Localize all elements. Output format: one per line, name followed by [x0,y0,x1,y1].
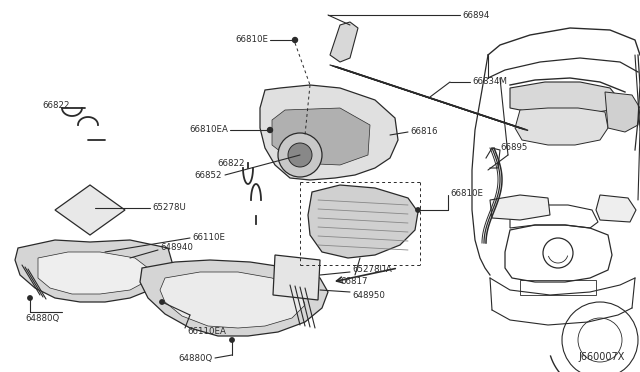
Text: 64880Q: 64880Q [179,353,213,362]
Polygon shape [330,22,358,62]
Text: 66852: 66852 [195,170,222,180]
Text: 64880Q: 64880Q [26,314,60,323]
Polygon shape [55,185,125,235]
Circle shape [416,208,420,212]
Circle shape [28,296,32,300]
Circle shape [292,38,298,42]
Text: 648940: 648940 [160,244,193,253]
Text: 66895: 66895 [500,144,527,153]
Circle shape [288,143,312,167]
Polygon shape [308,185,418,258]
Polygon shape [515,108,608,145]
Text: J660007X: J660007X [579,352,625,362]
Polygon shape [160,272,305,328]
Polygon shape [140,260,328,336]
Polygon shape [596,195,636,222]
Polygon shape [260,85,398,180]
Text: 66810E: 66810E [235,35,268,45]
Text: 66894: 66894 [462,10,490,19]
Circle shape [160,300,164,304]
Polygon shape [15,240,172,302]
Text: 66822: 66822 [218,158,245,167]
Text: 65278U: 65278U [152,203,186,212]
Text: 66822: 66822 [42,100,70,109]
Text: 648950: 648950 [352,291,385,299]
Text: 66810EA: 66810EA [189,125,228,135]
Polygon shape [38,252,148,294]
Polygon shape [273,255,320,300]
Circle shape [278,133,322,177]
Circle shape [230,338,234,342]
Text: 66817: 66817 [340,278,367,286]
Text: 65278UA: 65278UA [352,266,392,275]
Text: 66110EA: 66110EA [187,327,226,337]
Text: 66834M: 66834M [472,77,507,87]
Text: 66816: 66816 [410,128,438,137]
Polygon shape [510,82,618,115]
Polygon shape [272,108,370,165]
Polygon shape [605,92,640,132]
Text: 66810E: 66810E [450,189,483,198]
Text: 66110E: 66110E [192,234,225,243]
Circle shape [268,128,273,132]
Polygon shape [490,195,550,220]
